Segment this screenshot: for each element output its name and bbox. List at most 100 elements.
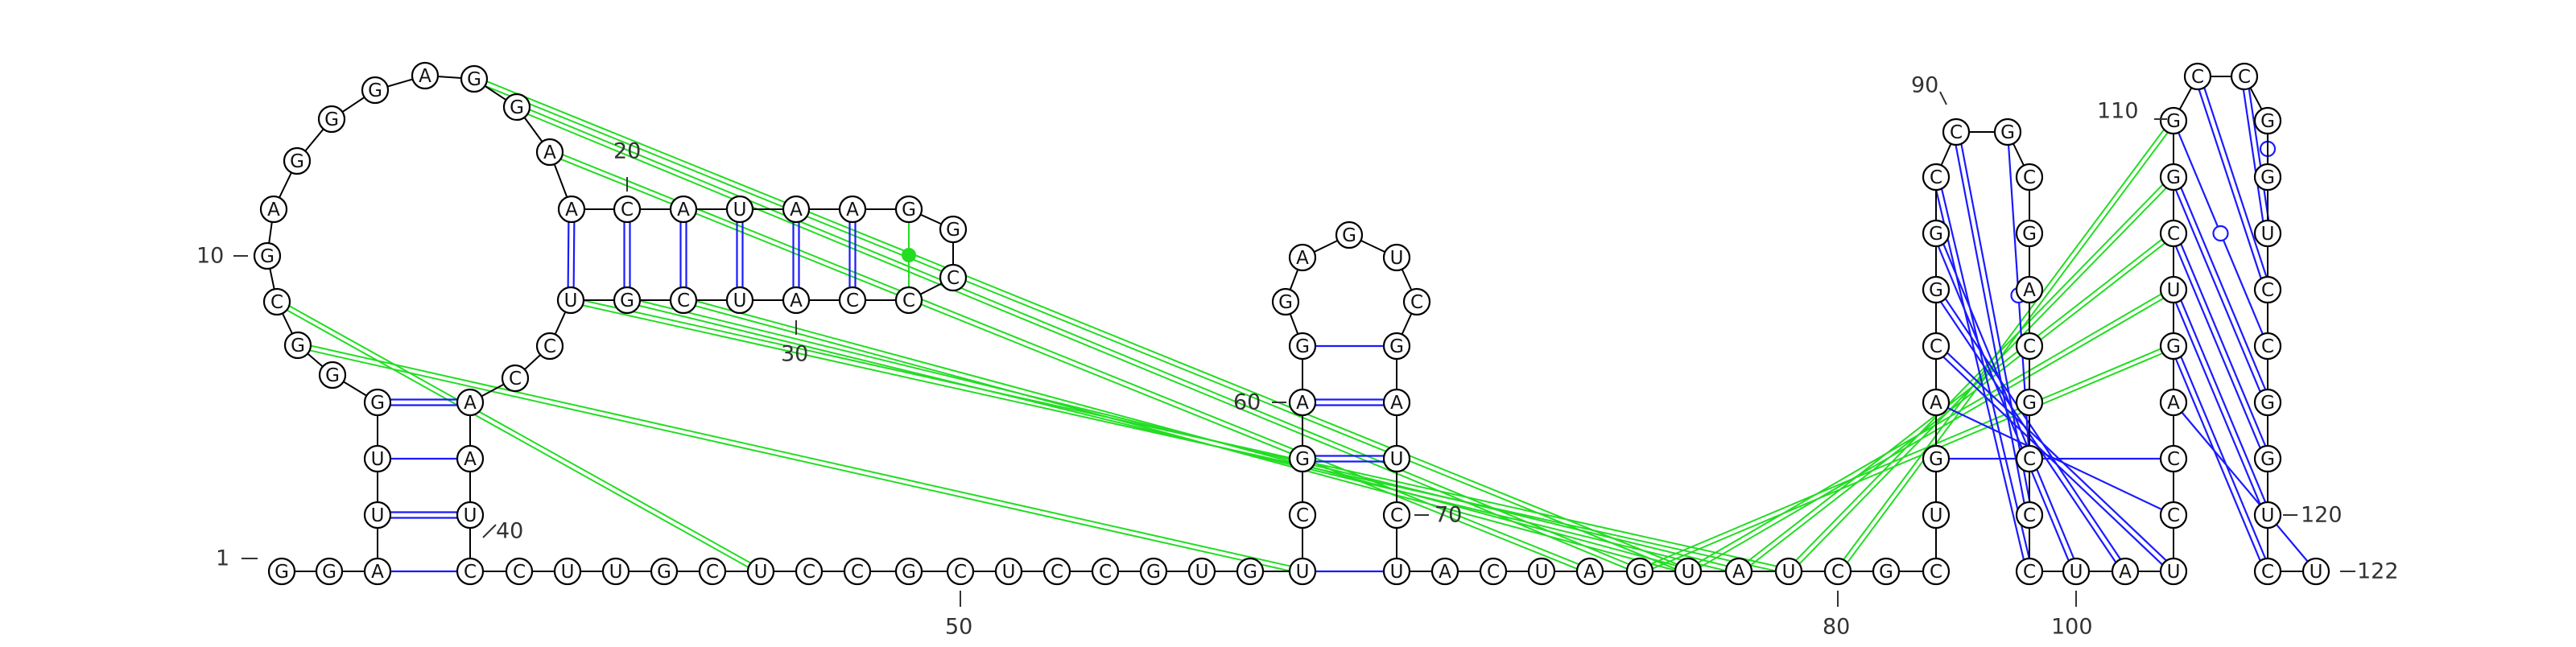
nucleotide-40: C: [456, 557, 485, 586]
nucleotide-letter: A: [790, 291, 803, 311]
number-label-20: 20: [613, 139, 641, 164]
nucleotide-circle: [1922, 557, 1951, 586]
nucleotide-77: U: [1674, 557, 1703, 586]
nucleotide-circle: [601, 557, 630, 586]
base-pair-line: [2198, 89, 2262, 279]
pseudoknot-line: [1798, 187, 2167, 565]
nucleotide-43: U: [601, 557, 630, 586]
nucleotide-circle: [317, 105, 346, 134]
nucleotide-letter: U: [2310, 562, 2323, 583]
nucleotide-85: A: [1922, 388, 1951, 417]
nucleotide-81: G: [1872, 557, 1901, 586]
nucleotide-letter: A: [1930, 393, 1942, 414]
nucleotide-circle: [1382, 557, 1411, 586]
nucleotide-circle: [946, 557, 975, 586]
tick-90: [1939, 91, 1947, 105]
nucleotide-circle: [363, 444, 392, 473]
nucleotide-letter: G: [2022, 224, 2037, 245]
nucleotide-circle: [456, 444, 485, 473]
nucleotide-letter: G: [2260, 393, 2275, 414]
nucleotide-letter: U: [1390, 449, 1404, 470]
nucleotide-118: G: [2253, 388, 2282, 417]
nucleotide-letter: C: [706, 562, 719, 583]
pseudoknot-line: [562, 154, 1579, 566]
nucleotide-circle: [1402, 287, 1431, 316]
nucleotide-circle: [2253, 275, 2282, 304]
nucleotide-70: C: [1382, 501, 1411, 530]
nucleotide-letter: C: [1930, 336, 1942, 357]
nucleotide-circle: [1922, 388, 1951, 417]
base-pair-line: [2181, 411, 2309, 563]
nucleotide-circle: [669, 286, 698, 315]
nucleotide-letter: C: [513, 562, 526, 583]
nucleotide-23: A: [782, 195, 811, 224]
nucleotide-letter: U: [1682, 562, 1695, 583]
nucleotide-letter: C: [2023, 336, 2036, 357]
nucleotide-circle: [2159, 444, 2188, 473]
nucleotide-letter: G: [1295, 449, 1310, 470]
nucleotide-103: C: [2159, 501, 2188, 530]
nucleotide-39: U: [456, 501, 485, 530]
nucleotide-circle: [698, 557, 727, 586]
nucleotide-circle: [1527, 557, 1556, 586]
nucleotide-38: A: [456, 444, 485, 473]
nucleotide-102: U: [2159, 557, 2188, 586]
nucleotide-circle: [283, 331, 312, 360]
nucleotide-letter: C: [2023, 167, 2036, 188]
number-label-100: 100: [2051, 615, 2093, 640]
pseudoknot-line: [288, 305, 751, 564]
nucleotide-letter: U: [2167, 562, 2181, 583]
nucleotide-circle: [1042, 557, 1071, 586]
nucleotide-119: G: [2253, 444, 2282, 473]
pseudoknot-line: [1843, 129, 2165, 560]
nucleotide-circle: [1872, 557, 1901, 586]
nucleotide-14: G: [361, 76, 390, 105]
nucleotide-circle: [2230, 62, 2259, 91]
nucleotide-6: G: [363, 388, 392, 417]
nucleotide-circle: [795, 557, 824, 586]
nucleotide-111: C: [2183, 62, 2212, 91]
nucleotide-letter: U: [371, 449, 385, 470]
nucleotide-circle: [613, 195, 642, 224]
nucleotide-104: C: [2159, 444, 2188, 473]
nucleotide-circle: [1288, 388, 1317, 417]
nucleotide-letter: C: [902, 291, 915, 311]
nucleotide-60: A: [1288, 388, 1317, 417]
nucleotide-16: G: [460, 64, 489, 93]
nucleotide-letter: G: [325, 365, 340, 386]
wobble-pair-marker: [2212, 225, 2229, 242]
nucleotide-61: G: [1288, 332, 1317, 361]
nucleotide-letter: C: [2191, 67, 2204, 88]
nucleotide-58: C: [1288, 501, 1317, 530]
nucleotide-115: U: [2253, 219, 2282, 248]
nucleotide-circle: [894, 195, 923, 224]
nucleotide-letter: C: [1296, 505, 1309, 526]
base-pair-line: [1946, 406, 2163, 511]
nucleotide-92: C: [2015, 163, 2044, 192]
nucleotide-letter: U: [754, 562, 768, 583]
nucleotide-letter: C: [1950, 122, 1963, 143]
nucleotide-circle: [556, 286, 585, 315]
nucleotide-letter: G: [1295, 336, 1310, 357]
nucleotide-letter: A: [2119, 562, 2132, 583]
nucleotide-56: G: [1236, 557, 1265, 586]
nucleotide-circle: [746, 557, 775, 586]
nucleotide-letter: U: [733, 291, 747, 311]
nucleotide-letter: C: [509, 369, 522, 389]
nucleotide-78: A: [1724, 557, 1753, 586]
nucleotide-letter: G: [2260, 167, 2275, 188]
nucleotide-letter: C: [2023, 562, 2036, 583]
nucleotide-letter: C: [1487, 562, 1500, 583]
nucleotide-15: A: [411, 61, 440, 90]
nucleotide-circle: [318, 361, 347, 389]
nucleotide-35: C: [535, 332, 564, 361]
nucleotide-letter: A: [1296, 393, 1309, 414]
nucleotide-circle: [315, 557, 344, 586]
nucleotide-letter: G: [2022, 393, 2037, 414]
nucleotide-letter: U: [1195, 562, 1209, 583]
base-pair-line: [2180, 356, 2267, 559]
nucleotide-letter: G: [467, 69, 481, 90]
number-label-70: 70: [1435, 503, 1462, 528]
nucleotide-circle: [1288, 501, 1317, 530]
